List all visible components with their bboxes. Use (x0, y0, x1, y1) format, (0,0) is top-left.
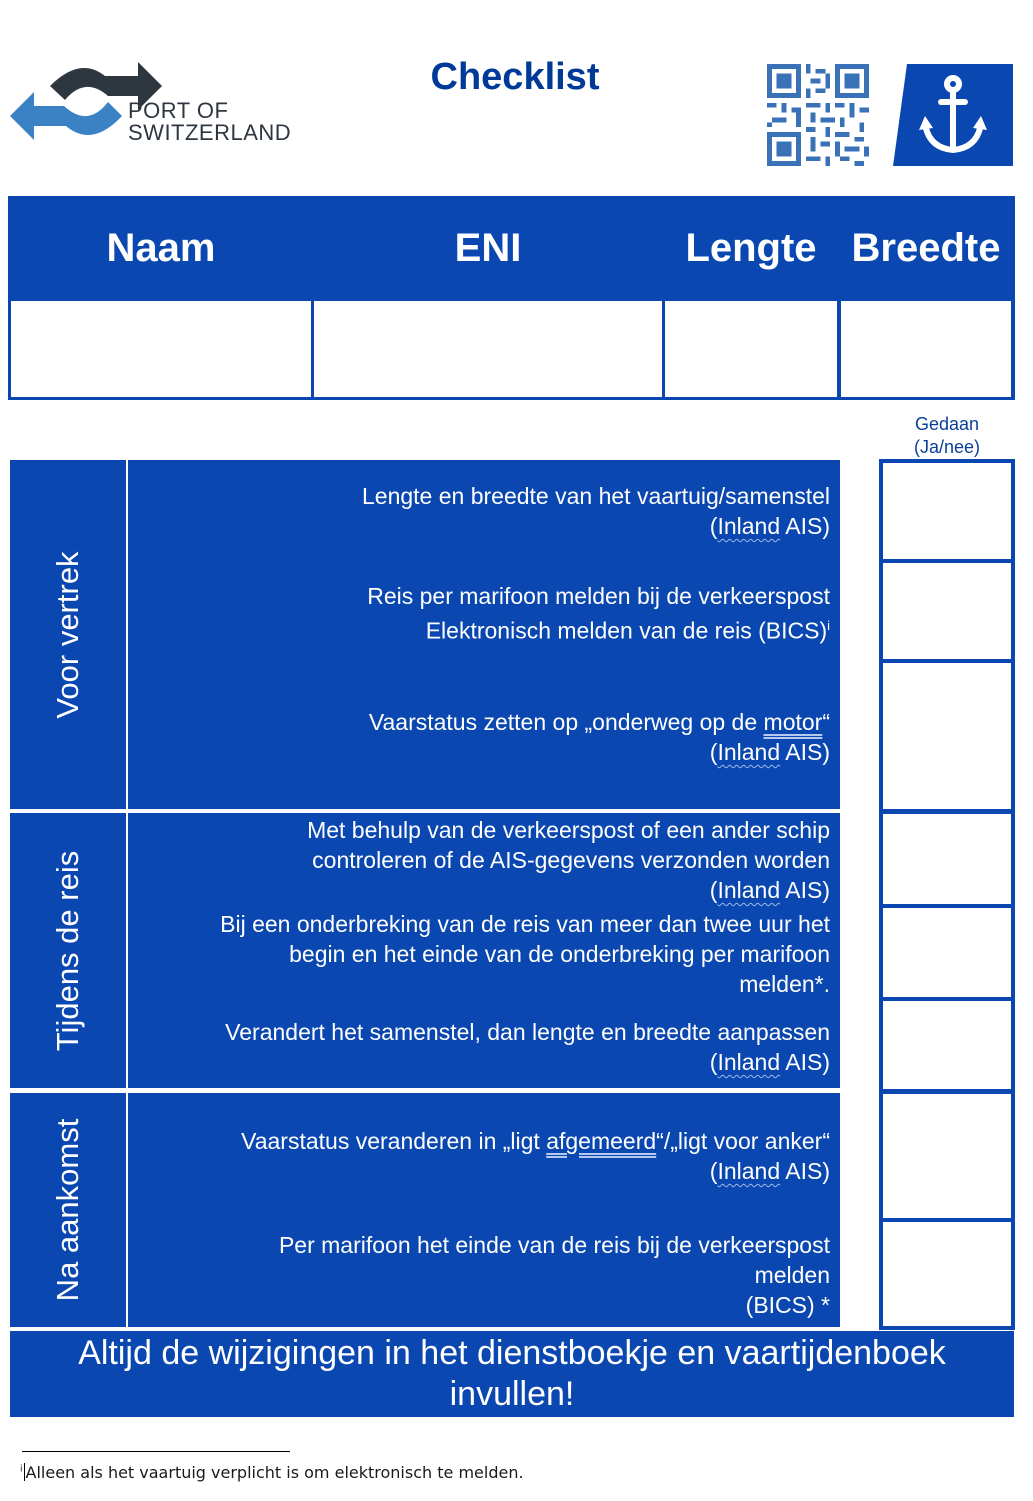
checklist-item: Bij een onderbreking van de reis van mee… (220, 911, 830, 997)
footnote-reference[interactable]: i (827, 618, 830, 633)
text-cursor (23, 1463, 25, 1481)
reminder-banner: Altijd de wijzigingen in het dienstboekj… (10, 1331, 1014, 1417)
done-checkbox[interactable] (883, 663, 1011, 809)
anchor-icon (893, 64, 1013, 166)
section-label: Tijdens de reis (50, 850, 85, 1051)
naam-field[interactable] (11, 301, 311, 397)
done-label-line-2: (Ja/nee) (913, 437, 981, 457)
column-header-lengte: Lengte (685, 226, 817, 270)
done-checkbox[interactable] (883, 814, 1011, 904)
column-header-eni: ENI (454, 226, 522, 270)
banner-line-1: Altijd de wijzigingen in het dienstboekj… (78, 1334, 946, 1372)
footnote-mark: i (20, 1464, 23, 1475)
section-label: Na aankomst (50, 1118, 85, 1302)
logo-line-2: SWITZERLAND (128, 120, 292, 145)
checklist-item: Vaarstatus zetten op „onderweg op de mot… (368, 709, 830, 765)
done-checkbox-column (879, 459, 1015, 1330)
logo-arrows-icon (10, 62, 162, 140)
done-checkbox[interactable] (883, 463, 1011, 559)
done-label-line-1: Gedaan (914, 414, 980, 434)
column-header-breedte: Breedte (851, 226, 1001, 270)
done-checkbox[interactable] (883, 1001, 1011, 1089)
footnote-divider (22, 1451, 290, 1452)
done-checkbox[interactable] (883, 1094, 1011, 1218)
vessel-table-header: Naam ENI Lengte Breedte (8, 196, 1015, 300)
eni-field[interactable] (314, 301, 662, 397)
checklist-item: Verandert het samenstel, dan lengte en b… (225, 1019, 830, 1075)
column-header-naam: Naam (106, 226, 216, 270)
logo-line-1: PORT OF (128, 98, 229, 123)
checklist-item: Lengte en breedte van het vaartuig/samen… (362, 483, 830, 539)
done-column-label: Gedaan (Ja/nee) (880, 413, 1014, 459)
section-label: Voor vertrek (50, 550, 85, 719)
port-of-switzerland-logo: PORT OF SWITZERLAND (10, 56, 292, 146)
banner-line-2: invullen! (449, 1375, 575, 1413)
section-na-aankomst: Na aankomst Vaarstatus veranderen in „li… (10, 1093, 840, 1327)
done-checkbox[interactable] (883, 908, 1011, 997)
vessel-table-body (8, 298, 1015, 400)
checklist-item: Reis per marifoon melden bij de verkeers… (367, 583, 830, 644)
checklist-item: Per marifoon het einde van de reis bij d… (278, 1232, 830, 1318)
section-voor-vertrek: Voor vertrek Lengte en breedte van het v… (10, 460, 840, 809)
checklist-item: Met behulp van de verkeerspost of een an… (307, 817, 830, 903)
lengte-field[interactable] (665, 301, 837, 397)
section-tijdens-de-reis: Tijdens de reis Met behulp van de verkee… (10, 813, 840, 1088)
done-checkbox[interactable] (883, 1222, 1011, 1326)
qr-code-icon (767, 64, 869, 166)
done-checkbox[interactable] (883, 563, 1011, 659)
footnote: i Alleen als het vaartuig verplicht is om… (20, 1463, 524, 1482)
checklist-item: Vaarstatus veranderen in „ligt afgemeerd… (241, 1128, 830, 1184)
breedte-field[interactable] (841, 301, 1011, 397)
page-title: Checklist (430, 56, 600, 98)
footnote-text: Alleen als het vaartuig verplicht is om … (25, 1463, 524, 1482)
